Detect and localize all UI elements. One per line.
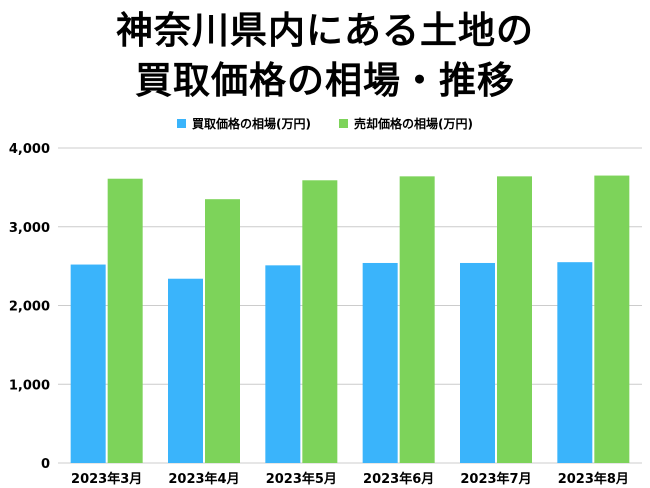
bar-sell — [107, 178, 143, 463]
bar-buy — [362, 262, 398, 463]
legend-label-sell: 売却価格の相場(万円) — [354, 117, 473, 131]
y-tick-label: 1,000 — [9, 378, 50, 393]
legend: 買取価格の相場(万円) 売却価格の相場(万円) — [0, 115, 650, 132]
legend-item-buy: 買取価格の相場(万円) — [177, 115, 311, 132]
y-tick-label: 3,000 — [9, 221, 50, 236]
bar-buy — [70, 264, 106, 463]
bar-buy — [460, 262, 495, 463]
x-tick-label: 2023年4月 — [168, 471, 239, 487]
bars — [70, 175, 630, 463]
x-tick-label: 2023年3月 — [71, 471, 142, 487]
bar-sell — [302, 180, 338, 463]
bar-sell — [497, 176, 532, 463]
x-tick-label: 2023年7月 — [460, 471, 531, 487]
y-axis-ticks: 0 1,000 2,000 3,000 4,000 — [9, 142, 50, 472]
bar-sell — [594, 175, 630, 463]
legend-item-sell: 売却価格の相場(万円) — [339, 115, 473, 132]
bar-sell — [205, 199, 240, 463]
legend-label-buy: 買取価格の相場(万円) — [192, 117, 311, 131]
x-tick-label: 2023年5月 — [266, 471, 337, 487]
x-tick-label: 2023年8月 — [558, 471, 629, 487]
legend-swatch-buy — [177, 119, 187, 128]
x-axis-ticks: 2023年3月 2023年4月 2023年5月 2023年6月 2023年7月 2023年… — [71, 471, 629, 487]
y-tick-label: 0 — [41, 457, 50, 472]
bar-buy — [265, 265, 301, 463]
bar-sell — [399, 176, 435, 463]
y-tick-label: 4,000 — [9, 142, 50, 157]
bar-buy — [168, 278, 203, 463]
chart-title: 神奈川県内にある土地の 買取価格の相場・推移 — [0, 6, 650, 106]
chart-title-line2: 買取価格の相場・推移 — [135, 59, 515, 102]
y-tick-label: 2,000 — [9, 300, 50, 315]
chart-title-line1: 神奈川県内にある土地の — [116, 9, 534, 52]
bar-buy — [557, 262, 593, 463]
gridlines — [58, 147, 642, 464]
legend-swatch-sell — [339, 119, 348, 128]
x-tick-label: 2023年6月 — [363, 471, 434, 487]
